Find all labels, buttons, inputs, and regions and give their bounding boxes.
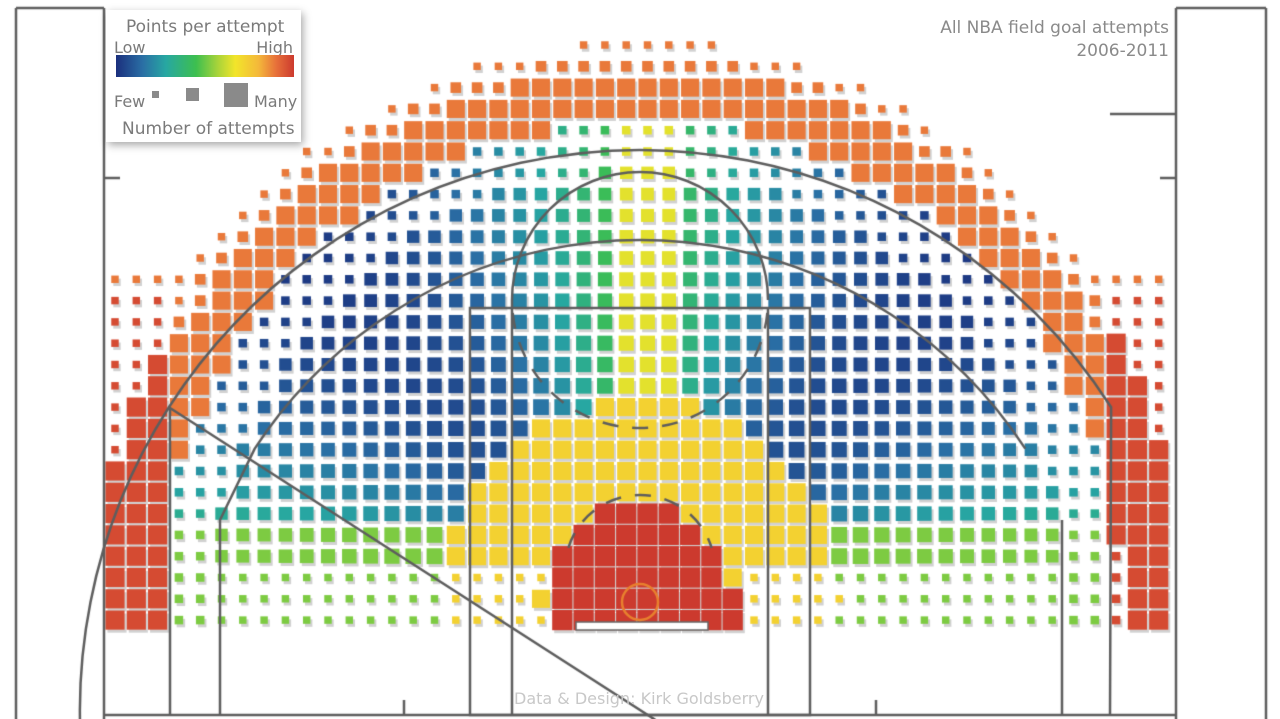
credit-text: Data & Design: Kirk Goldsberry bbox=[514, 689, 764, 708]
legend-many-label: Many bbox=[254, 92, 298, 111]
color-scale-bar bbox=[116, 55, 294, 77]
legend-attempts-label: Number of attempts bbox=[122, 119, 295, 139]
size-swatch-medium bbox=[186, 88, 199, 101]
chart-title-block: All NBA field goal attempts 2006-2011 bbox=[940, 17, 1169, 63]
size-swatch-large bbox=[224, 83, 248, 107]
chart-title: All NBA field goal attempts bbox=[940, 18, 1169, 38]
legend-high-label: High bbox=[256, 38, 293, 57]
legend-low-label: Low bbox=[114, 38, 146, 57]
legend-panel: Points per attempt Low High Few Many Num… bbox=[106, 10, 301, 142]
legend-few-label: Few bbox=[114, 92, 146, 111]
size-swatch-small bbox=[152, 91, 159, 98]
legend-title: Points per attempt bbox=[126, 17, 285, 37]
chart-subtitle: 2006-2011 bbox=[1076, 41, 1169, 61]
